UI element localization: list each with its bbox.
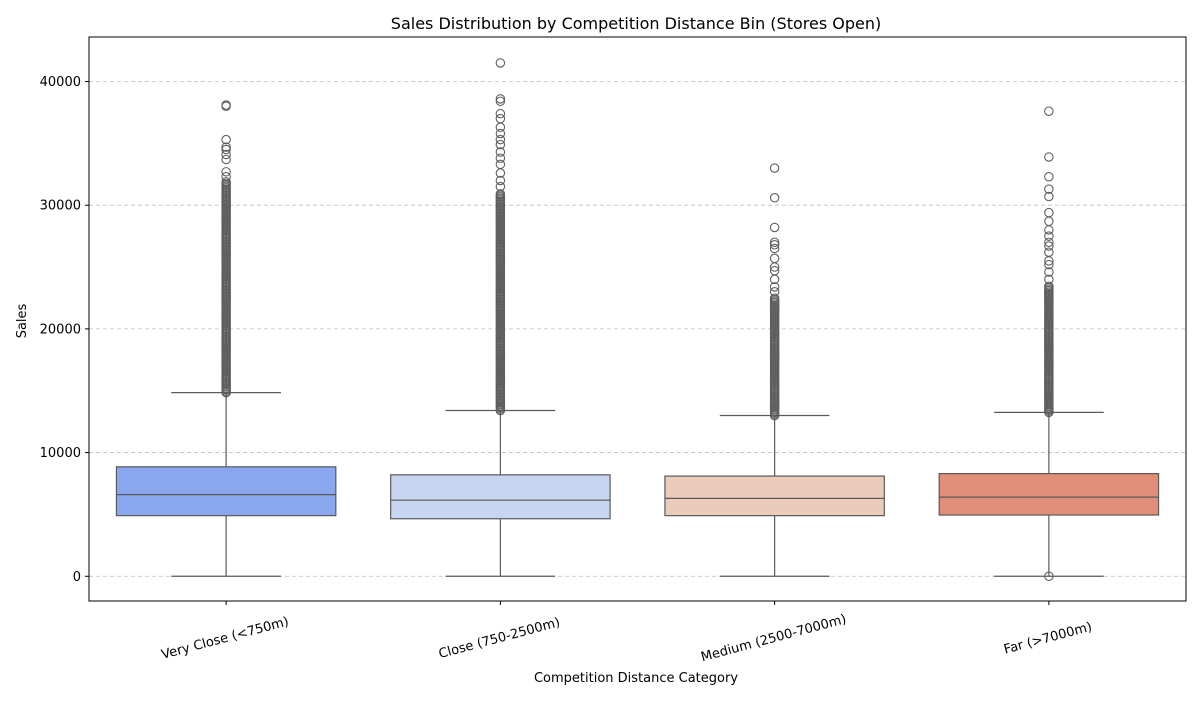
outlier-point — [769, 240, 780, 250]
outlier-point — [221, 149, 231, 160]
outlier-point — [221, 154, 231, 165]
outlier-point — [1044, 184, 1054, 194]
iqr-box — [664, 475, 885, 517]
outlier-point — [769, 222, 780, 233]
outlier-point — [1044, 152, 1054, 162]
plot-frame — [88, 36, 1187, 602]
outlier-point — [495, 175, 506, 186]
outlier-point — [769, 266, 780, 276]
outlier-point — [221, 134, 231, 145]
outlier-point — [221, 142, 231, 152]
y-tick-label: 40000 — [40, 75, 81, 90]
outlier-point — [495, 122, 506, 133]
outlier-point — [1044, 231, 1054, 241]
outlier-point — [1044, 281, 1054, 291]
outlier-point — [1044, 207, 1054, 218]
y-tick-label: 10000 — [40, 446, 81, 461]
outlier-point — [1044, 241, 1054, 251]
x-tick-label: Far (>7000m) — [1002, 620, 1093, 658]
axis-layer: 0 10000 20000 30000 40000 Very Close (<750m) C… — [40, 36, 1187, 665]
outlier-point — [769, 163, 780, 173]
x-tick-label: Medium (2500-7000m) — [699, 612, 848, 665]
outlier-point — [495, 153, 506, 163]
outlier-point — [769, 293, 780, 303]
outlier-point — [221, 172, 231, 182]
iqr-box — [938, 473, 1160, 516]
outlier-point — [1044, 106, 1054, 116]
outlier-point — [769, 287, 780, 297]
outlier-point — [1044, 247, 1054, 257]
outlier-point — [495, 181, 506, 192]
outlier-point — [221, 167, 231, 177]
outlier-point — [1044, 267, 1054, 277]
outlier-point — [1044, 225, 1054, 235]
y-tick-label: 30000 — [40, 199, 81, 214]
box-group — [938, 106, 1160, 582]
box-layer — [115, 58, 1160, 582]
box-group — [664, 163, 885, 577]
y-tick-label: 20000 — [40, 322, 81, 337]
iqr-box — [115, 466, 337, 517]
outlier-point — [221, 100, 231, 110]
outlier-point — [495, 189, 506, 199]
box-group — [115, 100, 337, 577]
outlier-point — [769, 282, 780, 292]
outlier-point — [221, 177, 231, 187]
outlier-point — [769, 237, 780, 248]
outlier-point — [1044, 237, 1054, 248]
outlier-point — [495, 113, 506, 124]
y-tick-label: 0 — [73, 570, 81, 585]
outlier-point — [495, 96, 506, 107]
x-tick-label: Very Close (<750m) — [160, 614, 291, 662]
outlier-point — [1044, 259, 1054, 270]
outlier-point — [769, 253, 780, 264]
outlier-point — [495, 147, 506, 157]
outlier-point — [221, 144, 231, 155]
outlier-point — [495, 139, 506, 150]
outlier-point — [495, 128, 506, 139]
y-axis-label: Sales — [15, 303, 30, 338]
iqr-box — [390, 474, 611, 520]
outlier-point — [495, 108, 506, 119]
outlier-point — [1044, 216, 1054, 227]
outlier-point — [495, 58, 506, 68]
outlier-point — [769, 193, 780, 203]
outlier-point — [1044, 191, 1054, 202]
outlier-point — [495, 159, 506, 170]
outlier-point — [1044, 274, 1054, 285]
x-tick-label: Close (750-2500m) — [437, 615, 562, 662]
box-group — [390, 58, 611, 577]
chart-title: Sales Distribution by Competition Distan… — [391, 14, 881, 33]
x-axis-label: Competition Distance Category — [534, 671, 738, 686]
outlier-point — [769, 243, 780, 254]
outlier-point — [495, 94, 506, 104]
outlier-point — [495, 134, 506, 145]
outlier-point — [1044, 172, 1054, 182]
